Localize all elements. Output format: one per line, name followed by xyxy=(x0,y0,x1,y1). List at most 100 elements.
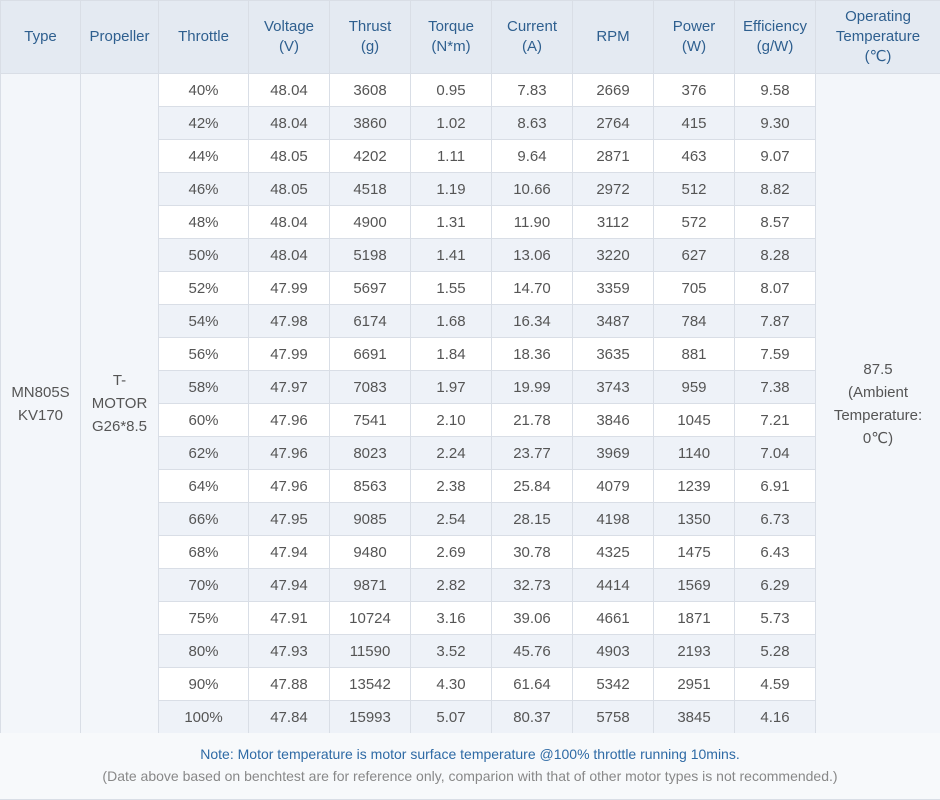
torque-cell: 5.07 xyxy=(411,701,492,734)
voltage-cell: 48.04 xyxy=(249,206,330,239)
torque-cell: 2.54 xyxy=(411,503,492,536)
efficiency-cell: 5.73 xyxy=(735,602,816,635)
power-cell: 2193 xyxy=(654,635,735,668)
voltage-cell: 47.88 xyxy=(249,668,330,701)
header-temperature: Operating Temperature(℃) xyxy=(816,1,940,74)
rpm-cell: 3359 xyxy=(573,272,654,305)
voltage-cell: 47.96 xyxy=(249,470,330,503)
voltage-cell: 47.93 xyxy=(249,635,330,668)
power-cell: 1569 xyxy=(654,569,735,602)
current-cell: 19.99 xyxy=(492,371,573,404)
thrust-cell: 10724 xyxy=(330,602,411,635)
thrust-cell: 7541 xyxy=(330,404,411,437)
efficiency-cell: 4.16 xyxy=(735,701,816,734)
voltage-cell: 48.04 xyxy=(249,239,330,272)
voltage-cell: 48.04 xyxy=(249,107,330,140)
efficiency-cell: 7.38 xyxy=(735,371,816,404)
efficiency-cell: 6.29 xyxy=(735,569,816,602)
power-cell: 881 xyxy=(654,338,735,371)
throttle-cell: 44% xyxy=(159,140,249,173)
rpm-cell: 3846 xyxy=(573,404,654,437)
current-cell: 45.76 xyxy=(492,635,573,668)
current-cell: 16.34 xyxy=(492,305,573,338)
torque-cell: 3.16 xyxy=(411,602,492,635)
throttle-cell: 48% xyxy=(159,206,249,239)
throttle-cell: 52% xyxy=(159,272,249,305)
header-voltage: Voltage(V) xyxy=(249,1,330,74)
efficiency-cell: 8.28 xyxy=(735,239,816,272)
thrust-cell: 7083 xyxy=(330,371,411,404)
rpm-cell: 3487 xyxy=(573,305,654,338)
rpm-cell: 2669 xyxy=(573,74,654,107)
current-cell: 30.78 xyxy=(492,536,573,569)
efficiency-cell: 8.07 xyxy=(735,272,816,305)
power-cell: 2951 xyxy=(654,668,735,701)
current-cell: 14.70 xyxy=(492,272,573,305)
header-rpm: RPM xyxy=(573,1,654,74)
throttle-cell: 80% xyxy=(159,635,249,668)
temperature-line-3: Temperature: xyxy=(816,404,940,427)
throttle-cell: 40% xyxy=(159,74,249,107)
torque-cell: 1.41 xyxy=(411,239,492,272)
thrust-cell: 4518 xyxy=(330,173,411,206)
throttle-cell: 64% xyxy=(159,470,249,503)
rpm-cell: 4661 xyxy=(573,602,654,635)
throttle-cell: 56% xyxy=(159,338,249,371)
rpm-cell: 2764 xyxy=(573,107,654,140)
temperature-note: Note: Motor temperature is motor surface… xyxy=(0,744,940,764)
current-cell: 13.06 xyxy=(492,239,573,272)
voltage-cell: 47.94 xyxy=(249,536,330,569)
thrust-cell: 8563 xyxy=(330,470,411,503)
propeller-line-2: MOTOR xyxy=(81,392,158,415)
thrust-cell: 5697 xyxy=(330,272,411,305)
torque-cell: 0.95 xyxy=(411,74,492,107)
header-power: Power(W) xyxy=(654,1,735,74)
header-current: Current(A) xyxy=(492,1,573,74)
current-cell: 28.15 xyxy=(492,503,573,536)
thrust-cell: 9871 xyxy=(330,569,411,602)
power-cell: 1871 xyxy=(654,602,735,635)
current-cell: 10.66 xyxy=(492,173,573,206)
efficiency-cell: 7.59 xyxy=(735,338,816,371)
throttle-cell: 60% xyxy=(159,404,249,437)
motor-test-table: Type Propeller Throttle Voltage(V) Thrus… xyxy=(0,0,940,734)
throttle-cell: 62% xyxy=(159,437,249,470)
power-cell: 415 xyxy=(654,107,735,140)
throttle-cell: 42% xyxy=(159,107,249,140)
thrust-cell: 9480 xyxy=(330,536,411,569)
power-cell: 463 xyxy=(654,140,735,173)
rpm-cell: 4414 xyxy=(573,569,654,602)
motor-model: MN805S xyxy=(1,381,80,404)
disclaimer-note: (Date above based on benchtest are for r… xyxy=(0,766,940,786)
power-cell: 3845 xyxy=(654,701,735,734)
power-cell: 1350 xyxy=(654,503,735,536)
torque-cell: 2.38 xyxy=(411,470,492,503)
header-row: Type Propeller Throttle Voltage(V) Thrus… xyxy=(1,1,940,74)
header-throttle: Throttle xyxy=(159,1,249,74)
efficiency-cell: 4.59 xyxy=(735,668,816,701)
power-cell: 1475 xyxy=(654,536,735,569)
voltage-cell: 48.05 xyxy=(249,140,330,173)
power-cell: 627 xyxy=(654,239,735,272)
propeller-line-3: G26*8.5 xyxy=(81,415,158,438)
torque-cell: 1.97 xyxy=(411,371,492,404)
efficiency-cell: 8.82 xyxy=(735,173,816,206)
current-cell: 7.83 xyxy=(492,74,573,107)
current-cell: 23.77 xyxy=(492,437,573,470)
efficiency-cell: 9.58 xyxy=(735,74,816,107)
efficiency-cell: 7.04 xyxy=(735,437,816,470)
throttle-cell: 46% xyxy=(159,173,249,206)
temperature-line-2: (Ambient xyxy=(816,381,940,404)
voltage-cell: 48.05 xyxy=(249,173,330,206)
throttle-cell: 90% xyxy=(159,668,249,701)
efficiency-cell: 9.30 xyxy=(735,107,816,140)
thrust-cell: 3860 xyxy=(330,107,411,140)
power-cell: 784 xyxy=(654,305,735,338)
torque-cell: 1.11 xyxy=(411,140,492,173)
rpm-cell: 3743 xyxy=(573,371,654,404)
voltage-cell: 47.99 xyxy=(249,338,330,371)
